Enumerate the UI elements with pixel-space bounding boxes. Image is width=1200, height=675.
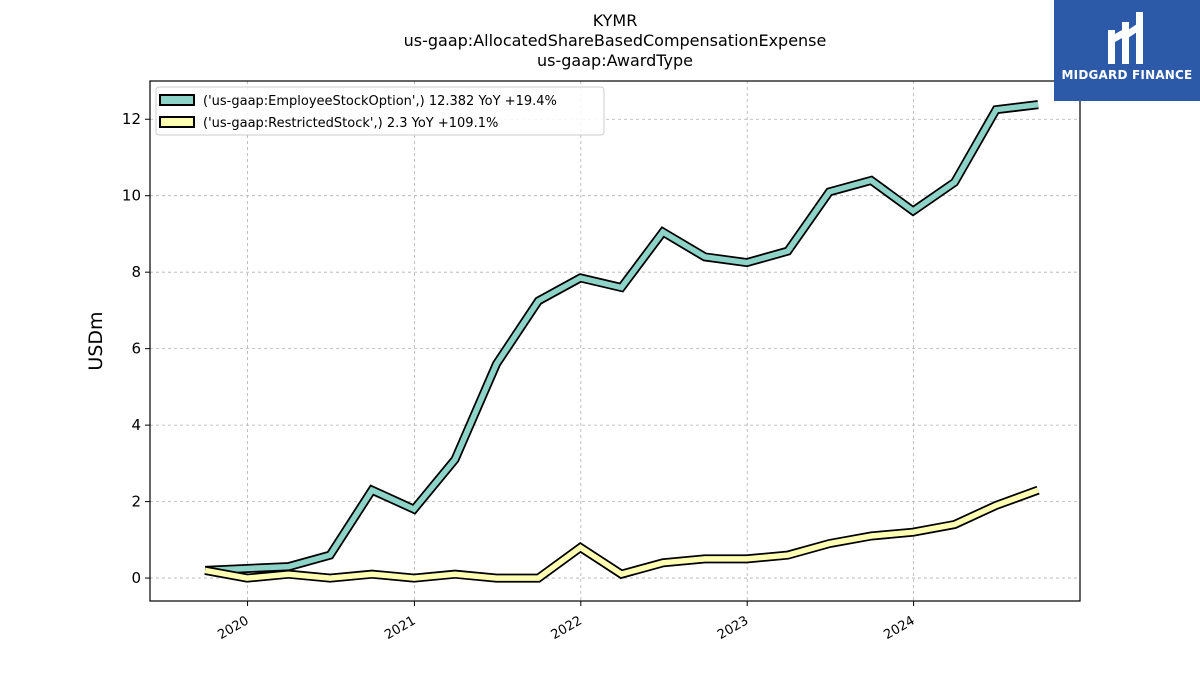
y-tick-label: 6 [131,340,141,358]
y-tick-label: 2 [131,493,141,511]
grid [150,81,1080,601]
x-tick-label: 2020 [215,613,251,643]
y-tick-label: 8 [131,263,141,281]
chart-title-line: us-gaap:AwardType [537,51,693,70]
series-line [204,487,1040,581]
chart-title: KYMRus-gaap:AllocatedShareBasedCompensat… [404,11,827,70]
chart-title-line: us-gaap:AllocatedShareBasedCompensationE… [404,31,827,50]
series-line [205,101,1039,574]
brand-logo: MIDGARD FINANCE [1054,0,1200,101]
legend: ('us-gaap:EmployeeStockOption',) 12.382 … [155,86,605,136]
y-tick-label: 12 [122,110,141,128]
y-tick-label: 10 [122,187,141,205]
plot-series [204,100,1040,583]
legend-box [155,86,605,136]
midgard-logo-icon [1108,12,1143,64]
brand-name: MIDGARD FINANCE [1061,68,1193,82]
legend-swatch [159,94,195,106]
x-tick-label: 2024 [881,613,917,643]
y-tick-label: 4 [131,416,141,434]
y-tick-label: 0 [131,569,141,587]
x-tick-label: 2021 [382,613,418,643]
chart-title-line: KYMR [593,11,638,30]
series-1 [204,485,1040,583]
x-tick-label: 2022 [549,613,585,643]
x-axis-ticks: 2020 2021 2022 2023 2024 [215,601,918,643]
y-axis-ticks: 0 2 4 6 8 10 12 [122,110,150,587]
series-0 [204,100,1039,575]
plot-frame [149,80,1081,602]
legend-entry: ('us-gaap:EmployeeStockOption',) 12.382 … [203,94,557,109]
y-axis-label: USDm [85,311,107,370]
series-line-outline [204,100,1039,575]
legend-swatch [159,116,195,128]
x-tick-label: 2023 [715,613,751,643]
legend-entry: ('us-gaap:RestrictedStock',) 2.3 YoY +10… [203,116,498,131]
